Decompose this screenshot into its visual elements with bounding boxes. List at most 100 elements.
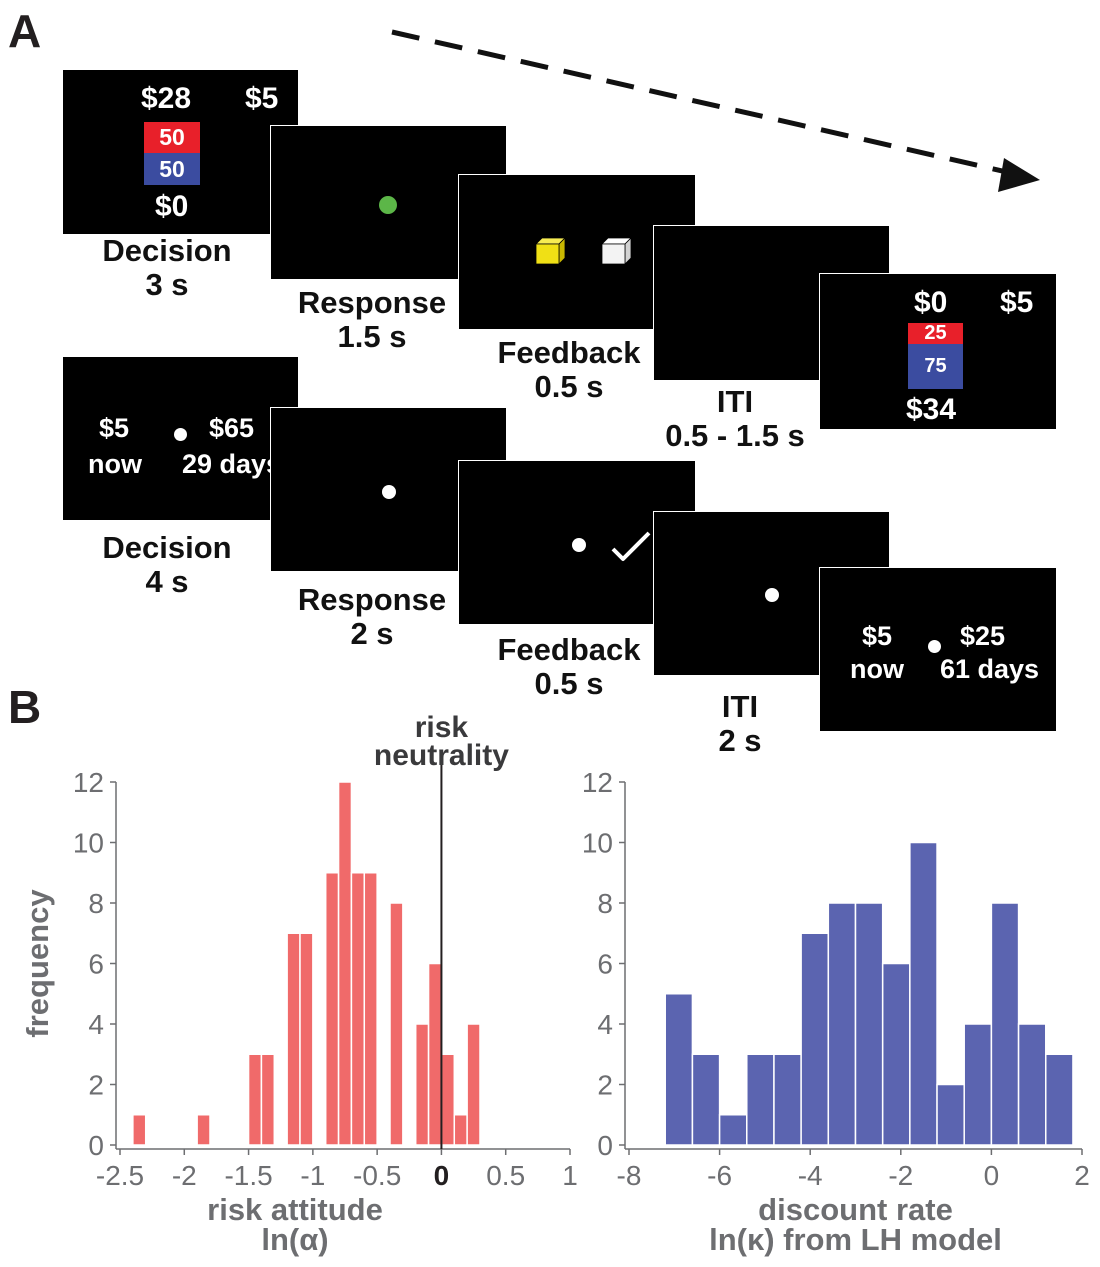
delay-feedback-caption: Feedback 0.5 s — [486, 633, 652, 701]
x-tick-label: 0.5 — [486, 1160, 525, 1191]
delay-next-left-delay: now — [850, 654, 904, 684]
delay-next-left-amount: $5 — [862, 621, 893, 651]
y-tick-label: 4 — [597, 1009, 613, 1040]
histogram-bar — [414, 1023, 430, 1146]
y-tick-label: 6 — [597, 949, 613, 980]
histogram-bar — [773, 1053, 802, 1146]
caption-name: Decision — [102, 233, 232, 268]
caption-name: ITI — [721, 689, 759, 724]
caption-name: ITI — [716, 384, 754, 419]
risk-next-prob-top: 25 — [908, 323, 963, 344]
y-tick-label: 2 — [597, 1070, 613, 1101]
x-axis-label: discount rate — [758, 1192, 953, 1227]
risk-decision-caption: Decision 3 s — [92, 234, 242, 302]
fixation-dot — [572, 538, 586, 552]
histogram-bar — [196, 1114, 211, 1146]
x-axis-sublabel: ln(α) — [261, 1222, 328, 1257]
y-tick-label: 12 — [73, 767, 104, 798]
x-tick-label: -1 — [300, 1160, 325, 1191]
x-tick-label: 2 — [1074, 1160, 1090, 1191]
delay-response-caption: Response 2 s — [286, 583, 458, 651]
x-tick-label: -1.5 — [224, 1160, 272, 1191]
histogram-bar — [854, 902, 884, 1146]
caption-duration: 2 s — [718, 723, 762, 758]
histogram-bar — [691, 1053, 721, 1146]
y-tick-label: 4 — [88, 1009, 104, 1040]
delay-decision-screen: $5 now $65 29 days — [62, 356, 299, 521]
risk-iti-caption: ITI 0.5 - 1.5 s — [650, 385, 820, 453]
histogram-bar — [286, 932, 301, 1146]
y-tick-label: 2 — [88, 1070, 104, 1101]
caption-duration: 0.5 - 1.5 s — [665, 418, 805, 453]
histogram-bar — [909, 841, 938, 1146]
risk-gamble-win-amount: $28 — [141, 82, 192, 115]
x-tick-label: -6 — [707, 1160, 732, 1191]
histogram-bar — [389, 902, 404, 1146]
delay-next-decision-screen: $5 now $25 61 days — [819, 567, 1057, 732]
caption-name: Decision — [102, 530, 232, 565]
caption-name: Response — [297, 285, 447, 320]
y-axis-label: frequency — [20, 889, 55, 1038]
annotation-risk: risk — [415, 715, 469, 744]
cube-white-icon — [601, 237, 632, 265]
delay-left-amount: $5 — [99, 413, 130, 443]
y-tick-label: 0 — [597, 1130, 613, 1161]
y-tick-label: 6 — [88, 949, 104, 980]
histogram-bar — [963, 1023, 993, 1146]
histogram-bar — [350, 872, 366, 1146]
time-arrow — [391, 29, 1040, 192]
risk-feedback-caption: Feedback 0.5 s — [486, 336, 652, 404]
caption-name: Feedback — [497, 632, 641, 667]
histogram-bar — [827, 902, 857, 1146]
caption-name: Feedback — [497, 335, 641, 370]
risk-next-prob-bottom: 75 — [908, 344, 963, 389]
histogram-bar — [427, 962, 443, 1146]
x-tick-label: -2 — [888, 1160, 913, 1191]
caption-duration: 2 s — [350, 616, 394, 651]
risk-next-gamble-top: $0 — [914, 286, 948, 319]
panel-a-label: A — [8, 5, 42, 57]
risk-prob-top: 50 — [144, 122, 200, 153]
delay-right-amount: $65 — [209, 413, 255, 443]
risk-prob-bottom: 50 — [144, 153, 200, 185]
fixation-dot — [382, 485, 396, 499]
risk-next-decision-screen: $0 $5 25 75 $34 — [819, 273, 1057, 430]
y-tick-label: 0 — [88, 1130, 104, 1161]
x-tick-label: -8 — [617, 1160, 642, 1191]
delay-right-delay: 29 days — [182, 449, 282, 479]
fixation-dot — [928, 640, 941, 653]
x-tick-label: -2.5 — [96, 1160, 144, 1191]
delay-decision-caption: Decision 4 s — [92, 531, 242, 599]
cube-yellow-icon — [535, 237, 566, 265]
caption-duration: 1.5 s — [337, 319, 407, 354]
histogram-bar — [1017, 1023, 1047, 1146]
annotation-neutrality: neutrality — [374, 739, 509, 772]
x-tick-label: 0 — [984, 1160, 1000, 1191]
risk-next-safe-amount: $5 — [1000, 286, 1034, 319]
caption-duration: 4 s — [145, 564, 189, 599]
risk-decision-screen: $28 $5 50 50 $0 — [62, 69, 299, 235]
histogram-bar — [260, 1053, 276, 1146]
y-tick-label: 8 — [597, 888, 613, 919]
caption-duration: 3 s — [145, 267, 189, 302]
histogram-bar — [718, 1114, 748, 1146]
caption-name: Response — [297, 582, 447, 617]
histogram-bar — [453, 1114, 468, 1146]
histogram-bar — [363, 872, 378, 1146]
fixation-dot-green — [379, 196, 397, 214]
risk-response-caption: Response 1.5 s — [286, 286, 458, 354]
y-tick-label: 12 — [582, 767, 613, 798]
y-tick-label: 10 — [582, 828, 613, 859]
histogram-bar — [440, 1053, 456, 1146]
histogram-bar — [936, 1083, 965, 1146]
histogram-bar — [1045, 1053, 1074, 1146]
x-axis-sublabel: ln(κ) from LH model — [709, 1222, 1002, 1257]
delay-next-right-delay: 61 days — [940, 654, 1040, 684]
risk-next-prob-bar: 25 75 — [908, 323, 963, 389]
histogram-bar — [132, 1114, 147, 1146]
y-tick-label: 10 — [73, 828, 104, 859]
checkmark-icon — [611, 531, 651, 561]
delay-iti-caption: ITI 2 s — [690, 690, 790, 758]
histogram-bar — [990, 902, 1020, 1146]
histogram-bar — [337, 781, 353, 1146]
